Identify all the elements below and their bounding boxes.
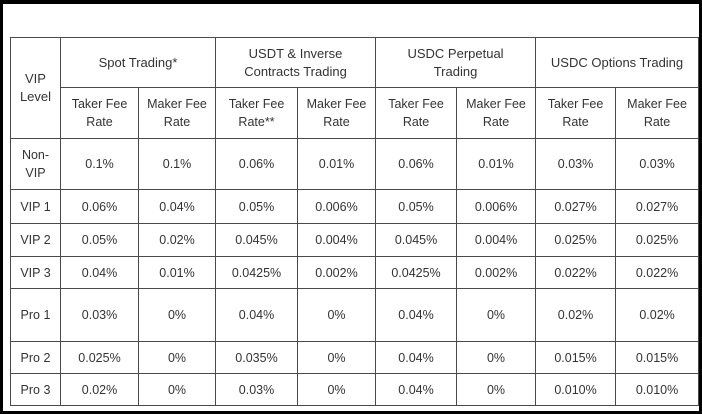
table-cell: 0% — [456, 373, 537, 406]
sub-header-options-maker: Maker Fee Rate — [615, 87, 700, 139]
group-header-usdc-options: USDC Options Trading — [535, 37, 700, 88]
table-cell: 0.05% — [215, 189, 298, 224]
group-header-usdt-inverse: USDT & Inverse Contracts Trading — [214, 37, 377, 88]
table-row: Pro 1 0.03% 0% 0.04% 0% 0.04% 0% 0.02% 0… — [10, 288, 700, 342]
row-level: Pro 3 — [10, 373, 61, 406]
sub-header-options-taker: Taker Fee Rate — [535, 87, 617, 139]
table-row: Pro 3 0.02% 0% 0.03% 0% 0.04% 0% 0.010% … — [10, 373, 700, 406]
row-level: VIP 1 — [10, 189, 61, 224]
table-cell: 0.04% — [375, 341, 458, 374]
table-cell: 0.022% — [535, 256, 617, 289]
table-cell: 0.027% — [535, 189, 617, 224]
table-cell: 0.015% — [535, 341, 617, 374]
table-cell: 0.01% — [296, 138, 377, 190]
table-cell: 0.002% — [456, 256, 537, 289]
row-level: VIP 2 — [10, 223, 61, 257]
table-cell: 0.05% — [60, 223, 139, 257]
table-row: Non- VIP 0.1% 0.1% 0.06% 0.01% 0.06% 0.0… — [10, 138, 700, 190]
table-cell: 0.04% — [60, 256, 139, 289]
table-cell: 0.02% — [138, 223, 216, 257]
sub-header-usdt-maker: Maker Fee Rate — [296, 87, 377, 139]
table-cell: 0.002% — [296, 256, 377, 289]
table-cell: 0% — [456, 288, 537, 342]
table-cell: 0.06% — [375, 138, 458, 190]
table-cell: 0.02% — [60, 373, 139, 406]
table-cell: 0.025% — [535, 223, 617, 257]
table-cell: 0% — [296, 373, 377, 406]
table-row: VIP 3 0.04% 0.01% 0.0425% 0.002% 0.0425%… — [10, 256, 700, 289]
table-cell: 0.02% — [615, 288, 700, 342]
table-cell: 0.03% — [60, 288, 139, 342]
table-cell: 0% — [296, 341, 377, 374]
group-header-row: VIP Level Spot Trading* USDT & Inverse C… — [10, 37, 700, 139]
table-row: VIP 2 0.05% 0.02% 0.045% 0.004% 0.045% 0… — [10, 223, 700, 257]
sub-header-usdt-taker: Taker Fee Rate** — [215, 87, 298, 139]
row-level: VIP 3 — [10, 256, 61, 289]
table-cell: 0.015% — [615, 341, 700, 374]
table-cell: 0.010% — [615, 373, 700, 406]
level-header: VIP Level — [10, 37, 61, 139]
sub-header-perp-taker: Taker Fee Rate — [375, 87, 458, 139]
sub-header-spot-taker: Taker Fee Rate — [60, 87, 139, 139]
sub-header-spot-maker: Maker Fee Rate — [138, 87, 216, 139]
fee-rate-table: VIP Level Spot Trading* USDT & Inverse C… — [10, 37, 700, 406]
table-cell: 0.010% — [535, 373, 617, 406]
table-cell: 0.1% — [60, 138, 139, 190]
table-cell: 0% — [138, 288, 216, 342]
table-cell: 0.006% — [296, 189, 377, 224]
sub-header-perp-maker: Maker Fee Rate — [456, 87, 537, 139]
table-cell: 0.025% — [615, 223, 700, 257]
table-cell: 0.04% — [375, 288, 458, 342]
group-header-usdc-perpetual: USDC Perpetual Trading — [375, 37, 537, 88]
table-cell: 0% — [138, 373, 216, 406]
sub-header-row: Taker Fee Rate Maker Fee Rate Taker Fee … — [11, 87, 700, 139]
table-cell: 0.04% — [215, 288, 298, 342]
table-cell: 0.1% — [138, 138, 216, 190]
table-cell: 0.03% — [615, 138, 700, 190]
table-cell: 0.004% — [296, 223, 377, 257]
table-cell: 0.04% — [138, 189, 216, 224]
table-cell: 0.06% — [215, 138, 298, 190]
table-cell: 0.03% — [215, 373, 298, 406]
row-level: Non- VIP — [10, 138, 61, 190]
table-cell: 0% — [296, 288, 377, 342]
table-cell: 0% — [138, 341, 216, 374]
table-cell: 0.022% — [615, 256, 700, 289]
table-row: VIP 1 0.06% 0.04% 0.05% 0.006% 0.05% 0.0… — [10, 189, 700, 224]
table-cell: 0.045% — [375, 223, 458, 257]
table-cell: 0.006% — [456, 189, 537, 224]
table-cell: 0.035% — [215, 341, 298, 374]
table-cell: 0% — [456, 341, 537, 374]
table-cell: 0.05% — [375, 189, 458, 224]
table-cell: 0.03% — [535, 138, 617, 190]
table-cell: 0.02% — [535, 288, 617, 342]
row-level: Pro 1 — [10, 288, 61, 342]
group-header-spot: Spot Trading* — [60, 37, 216, 88]
row-level: Pro 2 — [10, 341, 61, 374]
table-cell: 0.01% — [456, 138, 537, 190]
table-cell: 0.045% — [215, 223, 298, 257]
table-cell: 0.01% — [138, 256, 216, 289]
table-cell: 0.027% — [615, 189, 700, 224]
table-row: Pro 2 0.025% 0% 0.035% 0% 0.04% 0% 0.015… — [10, 341, 700, 374]
table-cell: 0.0425% — [375, 256, 458, 289]
table-cell: 0.025% — [60, 341, 139, 374]
table-cell: 0.0425% — [215, 256, 298, 289]
table-cell: 0.04% — [375, 373, 458, 406]
table-cell: 0.004% — [456, 223, 537, 257]
table-cell: 0.06% — [60, 189, 139, 224]
